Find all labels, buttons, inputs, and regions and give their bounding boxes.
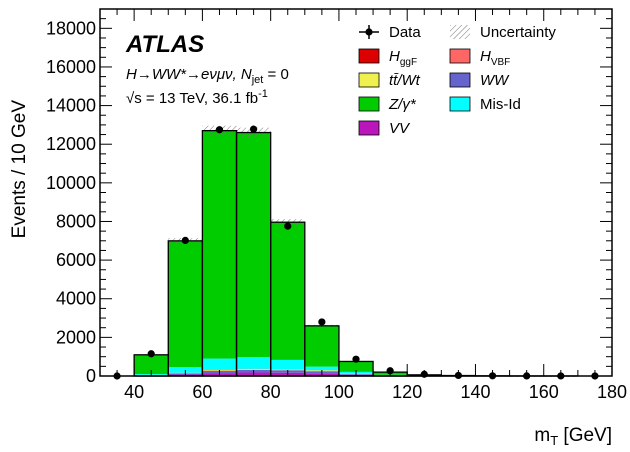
x-tick-label-5: 140 [460,382,490,402]
legend-label-3: HVBF [480,48,510,68]
data-point-3 [215,126,224,134]
bar-6-1 [134,354,169,375]
bar-6-5 [270,222,305,360]
y-tick-label-9: 18000 [46,18,96,38]
legend-swatch-7 [449,96,471,112]
data-point-1 [147,350,155,358]
bar-6-4 [236,132,271,358]
legend-label-7: Mis-Id [480,96,521,113]
bar-5-5 [270,359,305,370]
legend-swatch-4 [358,72,380,88]
y-tick-label-7: 14000 [46,96,96,116]
bar-5-6 [304,366,339,371]
legend-swatch-6 [358,96,380,112]
legend-label-sub: ggF [400,57,417,68]
legend-swatch-2 [358,48,380,64]
process-main: H→WW*→eνμν, N [126,66,252,83]
x-tick-label-1: 60 [192,382,212,402]
y-axis-title: Events / 10 GeV [9,100,30,239]
bar-6-3 [202,130,237,359]
legend-uncertainty-swatch [450,25,470,39]
y-tick-label-1: 2000 [56,327,96,347]
x-tick-label-0: 40 [124,382,144,402]
x-axis-title: mT [GeV] [534,425,612,448]
legend-swatch-5 [449,72,471,88]
x-tick-label-4: 120 [392,382,422,402]
data-point-6 [318,318,326,326]
x-axis-title-unit: [GeV] [558,425,612,446]
x-tick-labels: 40 60 80 100 120 140 160 180 [124,382,627,402]
y-tick-labels: 0 2000 4000 6000 8000 10000 12000 14000 16000 180… [46,18,96,386]
bar-5-3 [202,358,237,370]
data-point-2 [181,236,189,245]
legend-label-2: HggF [389,48,417,68]
x-tick-label-3: 100 [324,382,354,402]
legend-label-6: Z/γ* [388,96,417,113]
legend-label-sub: VBF [491,57,510,68]
process-sub: jet [251,74,264,86]
x-axis-title-main: m [534,425,550,446]
bar-2-5 [270,369,305,371]
x-axis-title-sub: T [550,433,558,448]
bar-6-2 [168,240,203,368]
x-tick-label-6: 160 [529,382,559,402]
legend-swatch-8 [358,120,380,136]
legend-data-marker [365,28,373,36]
y-tick-label-5: 10000 [46,173,96,193]
bar-6-7 [338,361,374,372]
data-point-4 [250,125,258,133]
y-tick-label-3: 6000 [56,250,96,270]
x-tick-label-7: 180 [597,382,627,402]
y-tick-label-4: 8000 [56,211,96,231]
data-point-5 [284,222,292,230]
x-tick-label-2: 80 [261,382,281,402]
legend-label-main: H [480,48,491,65]
axis-ticks [99,8,613,377]
process-tail: = 0 [263,66,288,83]
legend-label-4: tt̄/Wt [389,72,421,89]
legend-swatch-3 [449,48,471,64]
process-label: H→WW*→eνμν, Njet = 0 [126,66,289,86]
bar-2-4 [236,369,271,371]
legend-label-1: Uncertainty [480,24,556,41]
energy-label: √s = 13 TeV, 36.1 fb-1 [126,88,268,107]
legend-label-5: WW [480,72,510,89]
bar-5-4 [236,357,271,369]
y-tick-label-0: 0 [86,366,96,386]
data-point-7 [352,355,360,363]
y-tick-label-8: 16000 [46,57,96,77]
legend-label-0: Data [389,24,421,41]
y-tick-label-2: 4000 [56,289,96,309]
bar-6-6 [304,325,339,367]
legend-label-main: H [389,48,400,65]
energy-sup: -1 [258,88,268,100]
bar-5-2 [168,367,203,373]
energy-main: √s = 13 TeV, 36.1 fb [126,90,258,107]
atlas-label: ATLAS [125,31,204,58]
legend-label-8: VV [389,120,411,137]
y-tick-label-6: 12000 [46,134,96,154]
stacked-bars [134,130,578,376]
